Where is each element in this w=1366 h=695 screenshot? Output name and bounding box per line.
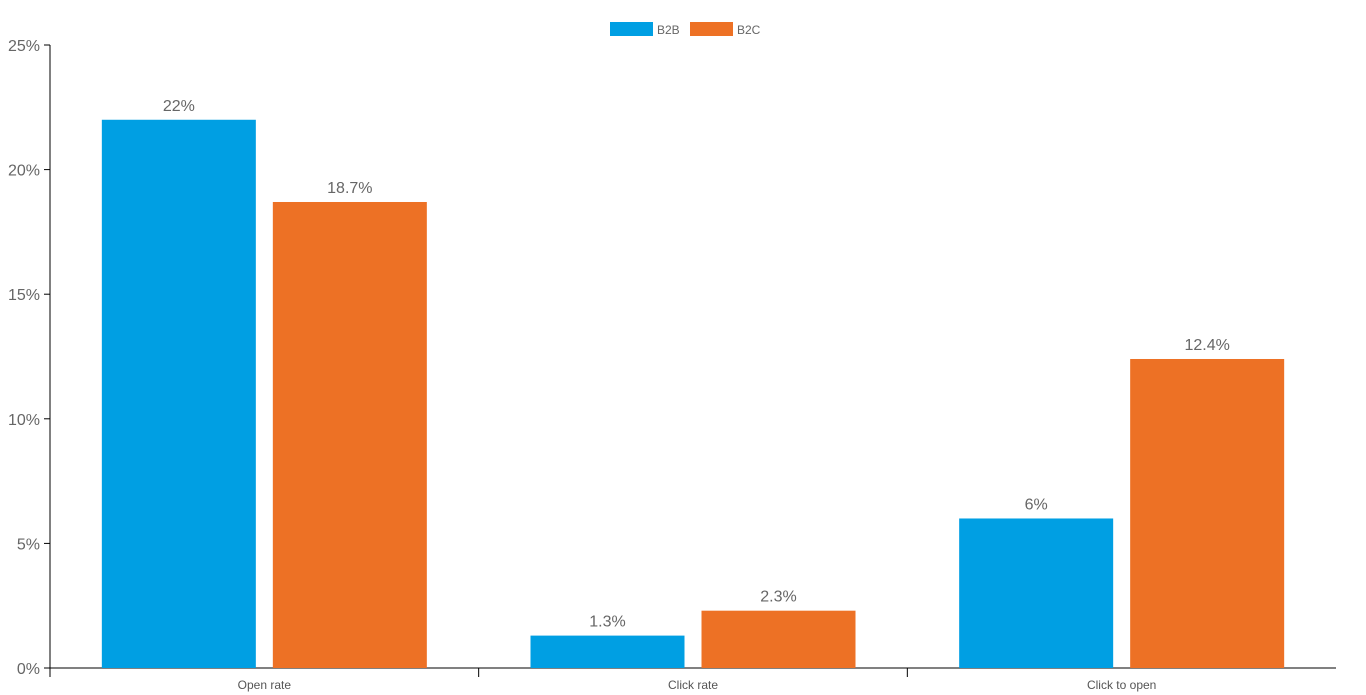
legend: B2B B2C xyxy=(610,22,761,37)
data-label: 1.3% xyxy=(589,614,625,631)
data-label: 18.7% xyxy=(327,180,372,197)
legend-swatch-b2c[interactable] xyxy=(690,22,733,36)
x-category-label: Open rate xyxy=(238,678,292,692)
y-tick-label: 5% xyxy=(17,536,40,553)
data-label: 2.3% xyxy=(760,589,796,606)
legend-label-b2c[interactable]: B2C xyxy=(737,23,761,37)
y-axis: 0% 5% 10% 15% 20% 25% xyxy=(8,38,51,678)
y-tick-label: 15% xyxy=(8,287,40,304)
data-label: 6% xyxy=(1025,496,1048,513)
bar-b2b-click-to-open[interactable] xyxy=(959,518,1114,668)
legend-label-b2b[interactable]: B2B xyxy=(657,23,680,37)
legend-swatch-b2b[interactable] xyxy=(610,22,653,36)
data-label: 12.4% xyxy=(1184,337,1229,354)
bars: 22% 18.7% 1.3% 2.3% 6% 12.4% xyxy=(101,98,1285,668)
y-tick-label: 25% xyxy=(8,38,40,55)
y-tick-label: 10% xyxy=(8,412,40,429)
y-tick-label: 0% xyxy=(17,661,40,678)
bar-b2b-click-rate[interactable] xyxy=(530,635,685,668)
data-label: 22% xyxy=(163,98,195,115)
x-category-label: Click rate xyxy=(668,678,718,692)
bar-b2c-click-to-open[interactable] xyxy=(1130,358,1285,668)
y-tick-label: 20% xyxy=(8,163,40,180)
bar-b2c-click-rate[interactable] xyxy=(701,610,856,668)
x-axis: Open rate Click rate Click to open xyxy=(49,667,1336,692)
x-category-label: Click to open xyxy=(1087,678,1156,692)
bar-b2b-open-rate[interactable] xyxy=(101,119,256,668)
bar-b2c-open-rate[interactable] xyxy=(272,201,427,668)
